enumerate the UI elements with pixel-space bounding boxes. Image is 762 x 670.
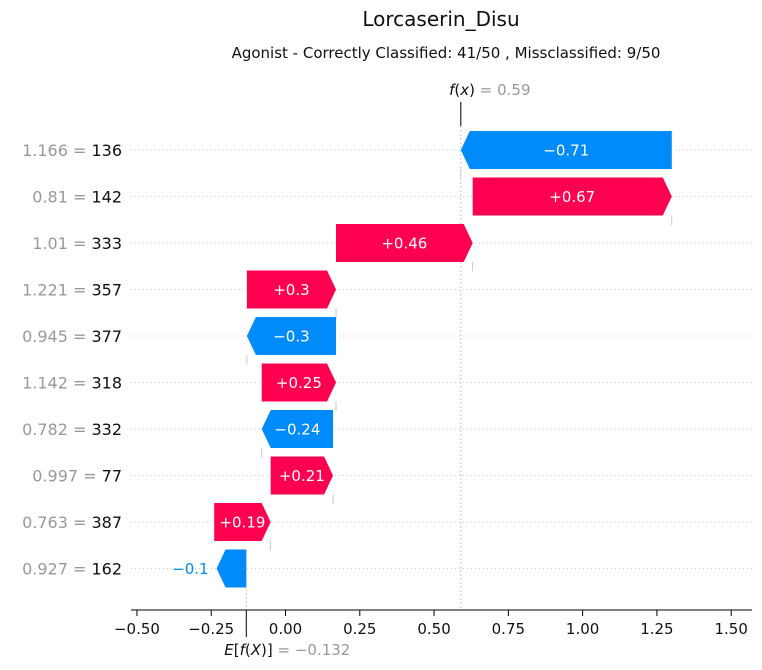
feature-label: 1.166 = 136 (22, 141, 122, 160)
feature-value: 0.997 = (32, 467, 101, 486)
chart-subtitle: Agonist - Correctly Classified: 41/50 , … (232, 44, 661, 62)
feature-name: 333 (91, 234, 122, 253)
bars: −0.71 +0.67 +0.46 +0.3 −0.3 +0.25 −0.24 +0.21 +0… (172, 131, 673, 588)
x-tick-label: 1.50 (714, 620, 747, 638)
x-tick-label: 0.50 (417, 620, 450, 638)
x-tick-label: 0.75 (492, 620, 525, 638)
feature-value: 1.166 = (22, 141, 91, 160)
chart-title: Lorcaserin_Disu (362, 7, 519, 31)
feature-name: 77 (102, 467, 122, 486)
feature-label: 1.01 = 333 (32, 234, 122, 253)
bar-value-label: +0.3 (273, 281, 309, 299)
bar-value-label: +0.25 (276, 374, 322, 392)
feature-value: 0.81 = (32, 188, 91, 207)
feature-value: 0.927 = (22, 560, 91, 579)
bar-value-label: +0.46 (381, 235, 427, 253)
bar-value-label: −0.24 (274, 421, 320, 439)
feature-label: 0.927 = 162 (22, 560, 122, 579)
waterfall-bar (270, 456, 334, 495)
waterfall-bar (472, 177, 672, 216)
reference-lines (245, 102, 462, 637)
feature-label: 0.81 = 142 (32, 188, 122, 207)
fx-value: 0.59 (497, 81, 530, 99)
feature-name: 142 (91, 188, 122, 207)
feature-label: 1.142 = 318 (22, 374, 122, 393)
x-tick-label: 1.00 (566, 620, 599, 638)
bar-value-label: +0.19 (219, 514, 265, 532)
feature-label: 0.945 = 377 (22, 327, 122, 346)
waterfall-bar (460, 131, 672, 169)
waterfall-bar (246, 270, 337, 309)
bar-value-label: +0.67 (549, 188, 595, 206)
waterfall-bar (216, 549, 247, 588)
efx-value: −0.132 (295, 641, 351, 659)
waterfall-bar (261, 410, 334, 448)
x-tick-label: −0.50 (114, 620, 160, 638)
feature-label: 0.763 = 387 (22, 513, 122, 532)
feature-name: 357 (91, 281, 122, 300)
x-tick-label: 0.25 (343, 620, 376, 638)
feature-name: 377 (91, 327, 122, 346)
feature-value: 1.221 = (22, 281, 91, 300)
efx-annotation: E[f(X)] = −0.132 (224, 641, 350, 659)
waterfall-bar (214, 503, 271, 541)
feature-label: 0.997 = 77 (32, 467, 122, 486)
bar-value-label: −0.1 (172, 560, 208, 578)
feature-value: 0.945 = (22, 327, 91, 346)
feature-value: 0.763 = (22, 513, 91, 532)
bar-value-label: +0.21 (279, 467, 325, 485)
feature-name: 332 (91, 420, 122, 439)
bar-value-label: −0.71 (543, 142, 589, 160)
feature-name: 162 (91, 560, 122, 579)
waterfall-bar (261, 363, 337, 402)
feature-name: 136 (91, 141, 122, 160)
x-tick-label: 1.25 (640, 620, 673, 638)
feature-value: 0.782 = (22, 420, 91, 439)
fx-annotation: f(x) = 0.59 (449, 81, 530, 99)
feature-value: 1.01 = (32, 234, 91, 253)
feature-label: 0.782 = 332 (22, 420, 122, 439)
x-tick-label: −0.25 (188, 620, 234, 638)
feature-label: 1.221 = 357 (22, 281, 122, 300)
waterfall-bar (336, 224, 473, 262)
feature-value: 1.142 = (22, 374, 91, 393)
feature-name: 387 (91, 513, 122, 532)
bar-value-label: −0.3 (273, 328, 309, 346)
x-tick-label: 0.00 (269, 620, 302, 638)
waterfall-bar (246, 317, 337, 355)
x-axis-ticks: −0.50 −0.25 0.00 0.25 0.50 0.75 1.00 1.25 1.50 (114, 610, 748, 638)
feature-name: 318 (91, 374, 122, 393)
feature-labels: 1.166 = 136 0.81 = 142 1.01 = 333 1.221 = 3… (22, 141, 122, 579)
